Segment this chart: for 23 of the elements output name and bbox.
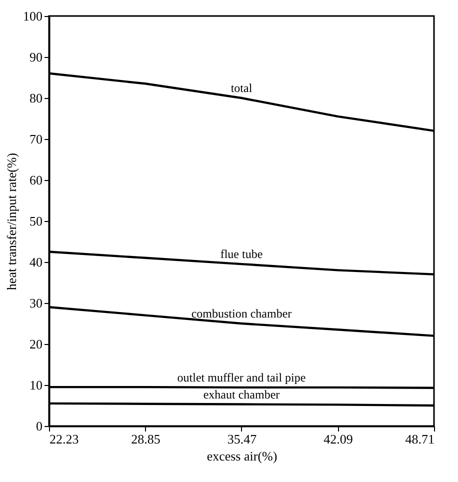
x-tick-label: 48.71	[405, 432, 434, 446]
y-tick-label: 60	[30, 172, 42, 188]
y-tick-label: 20	[30, 336, 42, 352]
y-tick-label: 100	[23, 8, 42, 24]
y-tick-label: 40	[30, 254, 42, 270]
y-tick-label: 80	[30, 90, 42, 106]
y-tick-label: 90	[30, 50, 42, 64]
series-label: flue tube	[220, 247, 263, 262]
y-tick-label: 10	[30, 378, 42, 392]
x-tick-label: 35.47	[227, 432, 258, 446]
series-label: outlet muffler and tail pipe	[177, 370, 306, 384]
x-tick-label: 22.23	[50, 432, 79, 446]
y-tick-label: 0	[36, 418, 42, 434]
y-tick-label: 50	[30, 214, 42, 228]
y-axis-title: heat transfer/input rate(%)	[4, 152, 19, 290]
x-tick-label: 28.85	[131, 432, 160, 446]
y-tick-label: 30	[30, 296, 42, 310]
series-label: combustion chamber	[191, 306, 292, 320]
y-tick-label: 70	[30, 132, 42, 146]
series-label: exhaut chamber	[203, 387, 280, 402]
series-label: total	[230, 81, 253, 95]
x-axis-title: excess air(%)	[206, 448, 278, 464]
x-tick-label: 42.09	[324, 432, 353, 446]
